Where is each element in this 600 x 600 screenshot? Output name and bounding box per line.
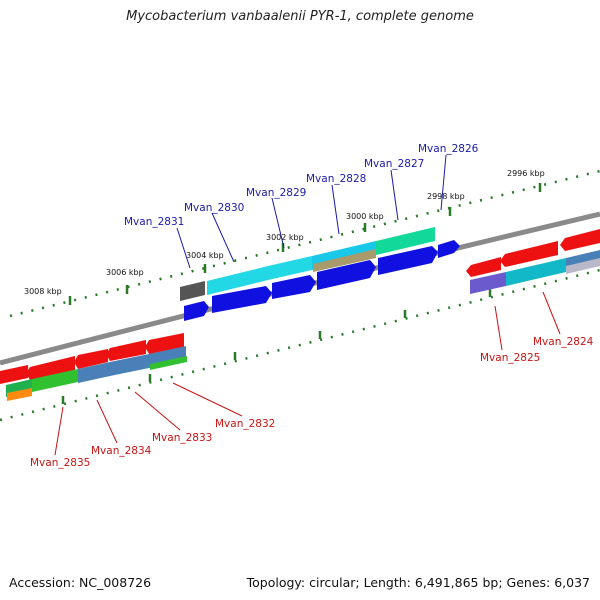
- gene-label-mvan-2834[interactable]: Mvan_2834: [91, 445, 152, 457]
- gene-arrow[interactable]: [212, 286, 272, 313]
- forward-label-leaders: [176, 154, 447, 269]
- gene-block[interactable]: [566, 258, 600, 274]
- reverse-gene-band-left[interactable]: [0, 333, 187, 401]
- gene-label-mvan-2829[interactable]: Mvan_2829: [246, 187, 306, 199]
- gene-label-mvan-2833[interactable]: Mvan_2833: [152, 432, 212, 444]
- gene-label-mvan-2824[interactable]: Mvan_2824: [533, 336, 594, 348]
- gene-arrow[interactable]: [500, 241, 558, 267]
- topology-text: Topology: circular; Length: 6,491,865 bp…: [246, 575, 590, 590]
- map-title: Mycobacterium vanbaalenii PYR-1, complet…: [126, 9, 474, 24]
- gene-arrow[interactable]: [74, 349, 108, 369]
- kbp-label-3000: 3000 kbp: [346, 212, 384, 221]
- gene-block[interactable]: [313, 249, 376, 272]
- gene-block[interactable]: [150, 356, 187, 370]
- forward-scale-track: [9, 169, 600, 318]
- gene-label-mvan-2825[interactable]: Mvan_2825: [480, 352, 540, 364]
- gene-label-mvan-2831[interactable]: Mvan_2831: [124, 216, 184, 228]
- gene-arrow[interactable]: [106, 340, 146, 361]
- gene-arrow[interactable]: [184, 301, 209, 321]
- gene-label-mvan-2832[interactable]: Mvan_2832: [215, 418, 275, 430]
- gene-label-mvan-2835[interactable]: Mvan_2835: [30, 457, 90, 469]
- kbp-label-3008: 3008 kbp: [24, 287, 62, 296]
- gene-block[interactable]: [110, 354, 149, 376]
- reverse-label-leaders: [54, 291, 561, 456]
- gene-arrow[interactable]: [438, 240, 460, 258]
- gene-block[interactable]: [207, 266, 268, 295]
- kbp-label-3004: 3004 kbp: [186, 251, 224, 260]
- gene-arrow[interactable]: [0, 365, 28, 384]
- gene-arrow[interactable]: [272, 275, 316, 299]
- kbp-label-3006: 3006 kbp: [106, 268, 144, 277]
- forward-gene-band[interactable]: [180, 227, 460, 321]
- reverse-gene-band-right[interactable]: [466, 229, 600, 294]
- kbp-label-3002: 3002 kbp: [266, 233, 304, 242]
- gene-label-mvan-2826[interactable]: Mvan_2826: [418, 143, 479, 155]
- gene-arrow[interactable]: [26, 356, 75, 380]
- gene-label-mvan-2830[interactable]: Mvan_2830: [184, 202, 244, 214]
- gene-label-mvan-2828[interactable]: Mvan_2828: [306, 173, 366, 185]
- gene-block[interactable]: [506, 258, 566, 286]
- kbp-label-2998: 2998 kbp: [427, 192, 465, 201]
- gene-arrow[interactable]: [317, 260, 376, 290]
- gene-block[interactable]: [268, 256, 312, 280]
- gene-arrow[interactable]: [466, 257, 501, 277]
- gene-block[interactable]: [7, 388, 32, 401]
- gene-block[interactable]: [470, 272, 506, 294]
- gene-block[interactable]: [180, 281, 205, 301]
- reverse-scale-track: [0, 268, 600, 422]
- gene-block[interactable]: [78, 362, 110, 383]
- accession-text: Accession: NC_008726: [9, 575, 152, 590]
- gene-arrow[interactable]: [378, 246, 438, 275]
- gene-block[interactable]: [32, 369, 78, 392]
- gene-arrow[interactable]: [560, 229, 600, 251]
- kbp-label-2996: 2996 kbp: [507, 169, 545, 178]
- gene-label-mvan-2827[interactable]: Mvan_2827: [364, 158, 424, 170]
- gene-block[interactable]: [376, 227, 435, 255]
